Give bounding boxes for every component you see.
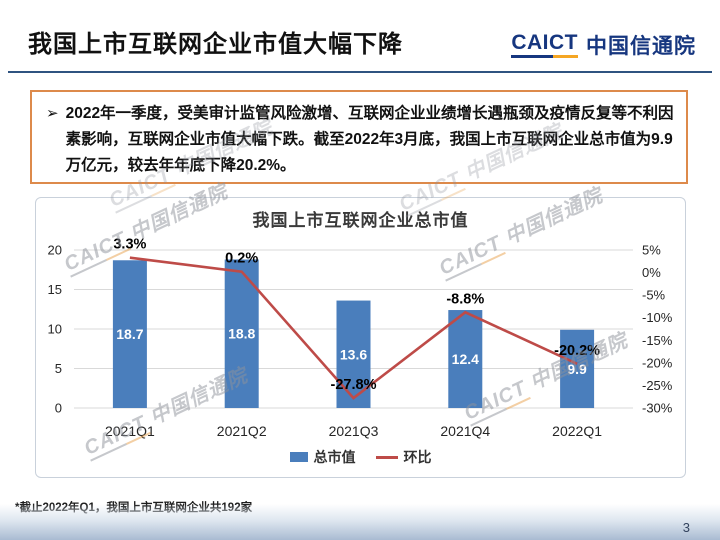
page-title: 我国上市互联网企业市值大幅下降 bbox=[28, 31, 403, 58]
qoq-line bbox=[129, 256, 578, 400]
line-point-label: -27.8% bbox=[331, 377, 377, 393]
line-point-label: 0.2% bbox=[225, 251, 258, 267]
bar-value-label: 13.6 bbox=[340, 346, 367, 362]
bar-value-label: 18.7 bbox=[116, 326, 143, 342]
combo-chart: 20 15 10 5 0 5% 0% -5% -10% -15% -20% -25% -30% 18.7 1… bbox=[48, 237, 673, 439]
summary-text: 2022年一季度，受美审计监管风险激增、互联网企业业绩增长遇瓶颈及疫情反复等不利… bbox=[65, 105, 674, 174]
left-axis-tick: 0 bbox=[55, 401, 62, 416]
right-axis-tick: -15% bbox=[642, 333, 673, 348]
left-axis-tick: 5 bbox=[55, 361, 62, 376]
x-axis-label: 2022Q1 bbox=[552, 423, 602, 439]
bar-value-label: 12.4 bbox=[452, 351, 479, 367]
chart-legend: 总市值 环比 bbox=[36, 447, 685, 467]
logo-underline-orange bbox=[552, 55, 578, 58]
bar-value-label: 18.8 bbox=[228, 326, 255, 342]
line-point-label: -8.8% bbox=[446, 291, 484, 307]
legend-bar-label: 总市值 bbox=[313, 449, 356, 465]
caict-logo: CAICT 中国信通院 bbox=[511, 30, 696, 60]
right-axis-tick: 0% bbox=[642, 265, 661, 280]
legend-line-label: 环比 bbox=[403, 449, 432, 465]
right-axis-tick: -30% bbox=[642, 401, 673, 416]
x-axis-label: 2021Q1 bbox=[105, 423, 155, 439]
bar-2022Q1 bbox=[560, 329, 595, 408]
legend-bar-swatch-icon bbox=[289, 452, 308, 462]
right-axis-tick: -5% bbox=[642, 288, 666, 303]
x-axis-label: 2021Q2 bbox=[217, 423, 267, 439]
header-divider bbox=[8, 71, 712, 73]
bar-2021Q1 bbox=[112, 260, 147, 408]
logo-underline bbox=[511, 55, 578, 58]
logo-acronym-block: CAICT bbox=[511, 32, 578, 58]
line-point-label: -20.2% bbox=[554, 343, 600, 359]
logo-acronym: CAICT bbox=[511, 31, 578, 54]
right-axis-tick: -25% bbox=[642, 378, 673, 393]
right-axis-tick: -20% bbox=[642, 355, 673, 370]
left-axis-tick: 15 bbox=[48, 282, 62, 297]
bar-value-label: 9.9 bbox=[567, 361, 587, 377]
line-point-label: 3.3% bbox=[113, 237, 146, 253]
bullet-arrow-icon: ➢ bbox=[46, 105, 59, 122]
logo-name: 中国信通院 bbox=[586, 35, 696, 58]
x-axis-label: 2021Q3 bbox=[329, 423, 379, 439]
page-number: 3 bbox=[682, 520, 690, 535]
logo-underline-blue bbox=[511, 55, 553, 58]
chart-title: 我国上市互联网企业总市值 bbox=[252, 211, 469, 230]
summary-callout: ➢ 2022年一季度，受美审计监管风险激增、互联网企业业绩增长遇瓶颈及疫情反复等… bbox=[30, 90, 688, 184]
left-axis-tick: 10 bbox=[48, 322, 62, 337]
chart-card: 20 15 10 5 0 5% 0% -5% -10% -15% -20% -25% -30% 18.7 1… bbox=[35, 197, 686, 478]
bottom-band bbox=[0, 504, 720, 540]
right-axis-tick: 5% bbox=[642, 243, 661, 258]
right-axis-tick: -10% bbox=[642, 310, 673, 325]
left-axis-tick: 20 bbox=[48, 243, 62, 258]
legend-line-swatch-icon bbox=[375, 455, 398, 459]
x-axis-label: 2021Q4 bbox=[440, 423, 490, 439]
